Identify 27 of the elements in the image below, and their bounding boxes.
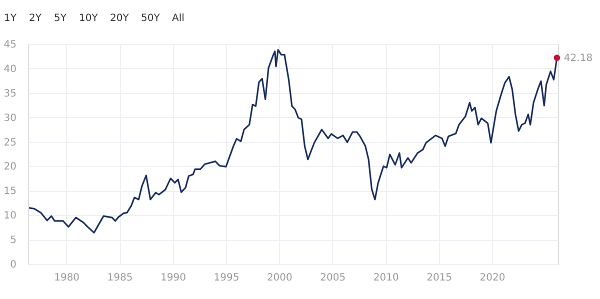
- x-tick-label: 1995: [214, 272, 240, 284]
- y-tick-label: 5: [10, 235, 16, 246]
- y-tick-label: 25: [4, 137, 16, 148]
- x-tick-label: 2020: [480, 272, 506, 284]
- text: 50Y: [141, 13, 161, 24]
- x-tick-label: 2000: [266, 272, 292, 284]
- y-tick-label: 40: [4, 64, 16, 75]
- y-tick-label: 20: [4, 162, 16, 173]
- x-tick-label: 1980: [54, 272, 80, 284]
- x-tick-label: 2010: [373, 272, 399, 284]
- text: 2Y: [29, 13, 42, 24]
- data-label: 42.18: [564, 52, 593, 64]
- y-tick-label: 30: [4, 112, 16, 124]
- text: 20Y: [110, 13, 130, 24]
- text: 5Y: [54, 13, 68, 24]
- y-tick-label: 35: [4, 88, 16, 100]
- text: All: [172, 13, 184, 24]
- text: 10Y: [79, 13, 99, 24]
- y-tick-label: 15: [4, 186, 16, 198]
- x-tick-label: 1985: [107, 272, 133, 284]
- y-tick-label: 10: [4, 210, 16, 222]
- x-tick-label: 2005: [320, 272, 346, 284]
- y-tick-label: 45: [4, 40, 16, 50]
- x-tick-label: 2015: [426, 272, 452, 284]
- y-tick-label: 0: [10, 260, 16, 270]
- text: 1Y: [4, 13, 18, 24]
- x-tick-label: 1990: [160, 272, 186, 284]
